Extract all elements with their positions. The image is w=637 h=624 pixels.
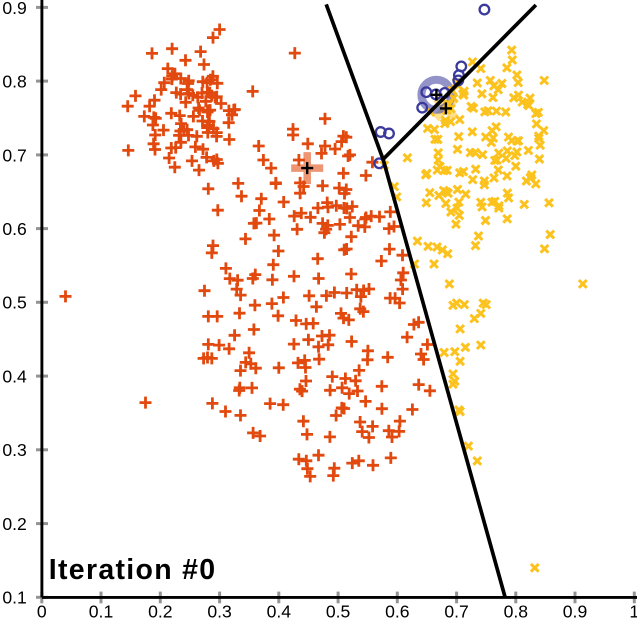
svg-text:0.2: 0.2 — [148, 601, 172, 619]
svg-text:0.1: 0.1 — [89, 601, 113, 619]
svg-text:0.1: 0.1 — [2, 588, 26, 608]
svg-text:0.7: 0.7 — [444, 601, 468, 619]
svg-text:0.8: 0.8 — [504, 601, 529, 619]
svg-text:0.4: 0.4 — [2, 367, 27, 387]
svg-text:0.6: 0.6 — [2, 219, 27, 239]
svg-text:0: 0 — [37, 601, 47, 619]
svg-text:0.7: 0.7 — [2, 145, 26, 165]
svg-text:1: 1 — [629, 601, 637, 619]
svg-text:0.5: 0.5 — [2, 293, 27, 313]
svg-text:0.9: 0.9 — [563, 601, 587, 619]
svg-text:0.6: 0.6 — [385, 601, 410, 619]
svg-text:0.4: 0.4 — [267, 601, 292, 619]
svg-text:Iteration #0: Iteration #0 — [49, 554, 217, 586]
svg-text:0.8: 0.8 — [2, 72, 27, 92]
svg-text:0.3: 0.3 — [207, 601, 232, 619]
svg-text:0.5: 0.5 — [326, 601, 351, 619]
svg-text:0.9: 0.9 — [2, 0, 26, 18]
svg-text:0.2: 0.2 — [2, 514, 26, 534]
svg-text:0.3: 0.3 — [2, 440, 27, 460]
